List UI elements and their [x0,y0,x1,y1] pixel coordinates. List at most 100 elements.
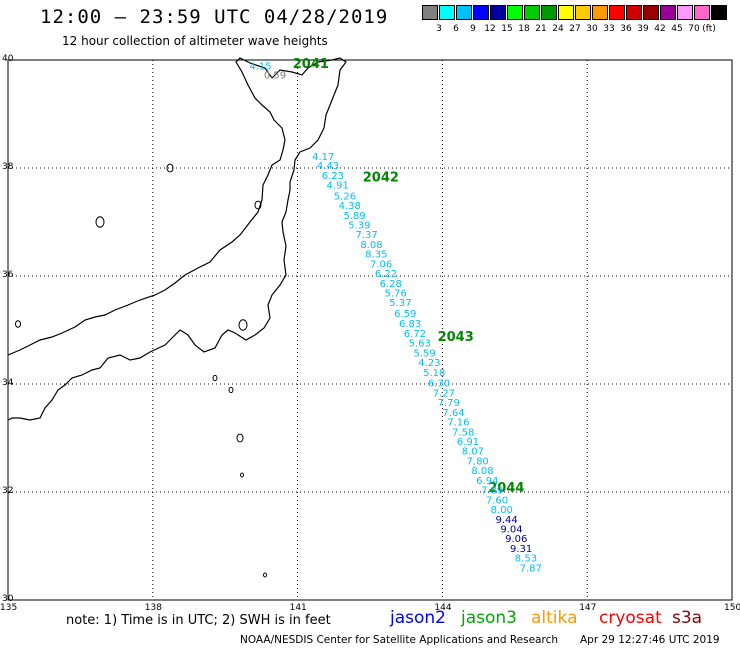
wave-height-value: 6.59 [394,309,416,320]
wave-height-value: 7.27 [433,388,455,399]
wave-height-value: 7.64 [442,408,464,419]
color-scale-label: 33 [603,24,615,34]
latitude-label: 38 [2,162,14,172]
wave-height-value: 5.39 [348,220,370,231]
wave-height-value: 0.59 [264,70,286,81]
wave-height-value: 9.06 [505,534,527,545]
island-outline [166,163,174,173]
wave-height-value: 4.38 [339,201,361,212]
wave-height-value: 4.15 [249,62,271,73]
color-scale-label: 18 [518,24,530,34]
wave-height-value: 5.76 [384,289,406,300]
wave-height-value: 8.53 [515,554,537,565]
longitude-label: 144 [434,603,452,613]
color-swatch [456,5,472,20]
wave-height-value: 5.26 [334,191,356,202]
coastline [7,57,347,421]
wave-height-value: 9.44 [495,515,517,526]
credit-line: NOAA/NESDIS Center for Satellite Applica… [240,634,558,646]
generation-timestamp: Apr 29 12:27:46 UTC 2019 [580,634,720,646]
longitude-label: 135 [0,603,18,613]
wave-height-value: 7.16 [447,418,469,429]
satellite-name-cryosat: cryosat [599,608,662,628]
color-swatch [473,5,489,20]
wave-height-value: 6.22 [375,269,397,280]
latitude-label: 30 [2,594,14,604]
wave-height-value: 5.37 [389,298,411,309]
color-scale-unit: (ft) [702,24,716,34]
satellite-name-s3a: s3a [672,608,703,628]
color-scale-label: 9 [470,24,476,34]
wave-height-value: 8.08 [471,466,493,477]
color-swatch [677,5,693,20]
color-scale-label: 42 [654,24,666,34]
color-scale-label: 12 [484,24,496,34]
color-swatch [694,5,710,20]
wave-height-value: 8.00 [491,505,513,516]
color-scale-label: 39 [637,24,649,34]
wave-height-value: 4.91 [327,181,349,192]
latitude-label: 40 [2,54,14,64]
wave-height-value: 6.72 [404,329,426,340]
wave-height-value: 9.31 [510,544,532,555]
wave-height-value: 7.87 [520,563,542,574]
color-swatch [524,5,540,20]
color-swatch [490,5,506,20]
longitude-label: 141 [289,603,307,613]
color-scale-label: 21 [535,24,547,34]
color-scale-label: 6 [453,24,459,34]
color-scale-label: 24 [552,24,564,34]
color-scale-label: 15 [501,24,513,34]
wave-height-value: 5.63 [409,339,431,350]
wave-height-value: 6.23 [322,171,344,182]
color-swatch [609,5,625,20]
footer-note: note: 1) Time is in UTC; 2) SWH is in fe… [66,613,331,628]
color-scale-label: 36 [620,24,632,34]
island-outline [212,374,218,382]
wave-height-value: 8.07 [462,447,484,458]
wave-height-value: 9.04 [500,525,522,536]
latitude-label: 32 [2,486,14,496]
color-swatch [660,5,676,20]
pass-time-label: 2042 [363,171,399,186]
wave-height-value: 4.17 [312,152,334,163]
color-swatch [558,5,574,20]
satellite-name-jason2: jason2 [390,608,446,628]
color-scale-label: 30 [586,24,598,34]
wave-height-value: 7.89 [481,486,503,497]
wave-height-value: 8.35 [365,250,387,261]
color-swatch [643,5,659,20]
color-swatch [422,5,438,20]
map-frame [7,59,733,601]
color-swatch [541,5,557,20]
island-outline [254,200,262,210]
wave-height-value: 4.43 [317,161,339,172]
pass-time-label: 2044 [488,481,524,496]
wave-height-value: 7.37 [356,230,378,241]
latitude-label: 36 [2,270,14,280]
island-outline [240,472,244,478]
wave-height-value: 4.23 [418,358,440,369]
color-swatch [626,5,642,20]
color-swatch [439,5,455,20]
color-scale-label: 3 [436,24,442,34]
longitude-label: 147 [579,603,597,613]
island-outline [236,433,244,443]
color-swatch [711,5,727,20]
pass-time-label: 2043 [438,330,474,345]
island-outline [238,319,248,331]
longitude-label: 150 [724,603,740,613]
wave-height-value: 5.18 [423,368,445,379]
island-outline [95,216,105,228]
latitude-label: 34 [2,378,14,388]
color-scale-label: 70 [688,24,700,34]
color-swatch [507,5,523,20]
island-outline [15,320,21,328]
wave-height-value: 7.60 [486,495,508,506]
wave-height-value: 6.83 [399,319,421,330]
color-scale-label: 27 [569,24,581,34]
wave-height-value: 8.08 [360,240,382,251]
island-outline [263,572,267,578]
color-swatch [575,5,591,20]
